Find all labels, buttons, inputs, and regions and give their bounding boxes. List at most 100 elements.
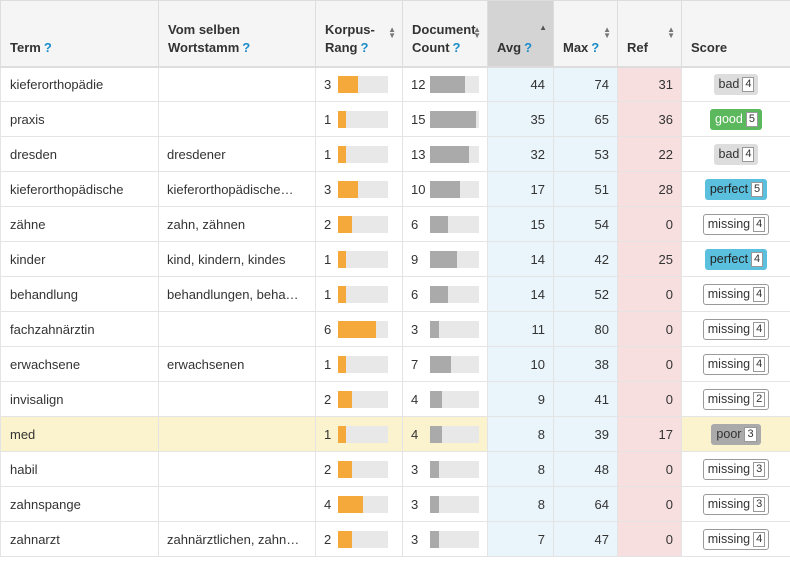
term-cell[interactable]: praxis: [0, 101, 159, 137]
table-row[interactable]: zahnspange 4 3 8 64 0 missing 3: [0, 486, 790, 522]
stem-cell: zahn, zähnen: [158, 206, 316, 242]
rank-cell: 1: [315, 241, 403, 277]
score-badge: missing 4: [702, 283, 770, 305]
ref-cell: 22: [617, 136, 682, 172]
document-count-bar-fill: [429, 180, 461, 198]
term-cell[interactable]: dresden: [0, 136, 159, 172]
avg-cell: 10: [487, 346, 554, 382]
column-header-stem[interactable]: Vom selben Wortstamm?: [158, 0, 316, 68]
rank-bar: [338, 355, 388, 373]
table-row[interactable]: zahnarzt zahnärztlichen, zahn… 2 3 7 47 0 missi…: [0, 521, 790, 557]
rank-cell: 1: [315, 136, 403, 172]
document-count-bar: [429, 145, 479, 163]
column-header-max[interactable]: Max? ▲ ▼: [553, 0, 618, 68]
ref-cell: 0: [617, 311, 682, 347]
rank-bar: [338, 320, 388, 338]
document-count-value: 6: [411, 286, 419, 302]
score-cell: missing 4: [681, 521, 790, 557]
term-cell[interactable]: kieferorthopädische: [0, 171, 159, 207]
table-row[interactable]: erwachsene erwachsenen 1 7 10 38 0 missing 4: [0, 346, 790, 382]
score-badge: perfect 5: [704, 178, 768, 200]
column-header-avg[interactable]: Avg? ▲: [487, 0, 554, 68]
term-cell[interactable]: erwachsene: [0, 346, 159, 382]
document-count-bar: [429, 285, 479, 303]
term-cell[interactable]: invisalign: [0, 381, 159, 417]
term-cell[interactable]: kinder: [0, 241, 159, 277]
table-row[interactable]: med 1 4 8 39 17 poor 3: [0, 416, 790, 452]
max-cell: 41: [553, 381, 618, 417]
document-count-bar-fill: [429, 75, 466, 93]
help-icon[interactable]: ?: [591, 39, 600, 55]
column-header-ref[interactable]: Ref ▲ ▼: [617, 0, 682, 68]
rank-value: 1: [324, 111, 332, 127]
rank-bar-fill: [338, 75, 358, 93]
table-row[interactable]: habil 2 3 8 48 0 missing 3: [0, 451, 790, 487]
document-count-cell: 4: [402, 416, 488, 452]
score-count: 4: [753, 321, 766, 337]
score-cell: missing 3: [681, 451, 790, 487]
column-header-rank[interactable]: Korpus-Rang? ▲ ▼: [315, 0, 403, 68]
column-title: Max: [563, 39, 589, 55]
stem-cell: zahnärztlichen, zahn…: [158, 521, 316, 557]
help-icon[interactable]: ?: [43, 39, 52, 55]
sort-ascending-icon[interactable]: ▲: [539, 23, 547, 32]
document-count-cell: 9: [402, 241, 488, 277]
table-row[interactable]: fachzahnärztin 6 3 11 80 0 missing 4: [0, 311, 790, 347]
rank-value: 4: [324, 496, 332, 512]
table-row[interactable]: kieferorthopädie 3 12 44 74 31 bad 4: [0, 66, 790, 102]
term-cell[interactable]: kieferorthopädie: [0, 66, 159, 102]
rank-bar: [338, 75, 388, 93]
sort-icon[interactable]: ▲ ▼: [603, 25, 611, 40]
document-count-bar: [429, 355, 479, 373]
term-cell[interactable]: habil: [0, 451, 159, 487]
term-cell[interactable]: zahnarzt: [0, 521, 159, 557]
term-cell[interactable]: behandlung: [0, 276, 159, 312]
score-cell: bad 4: [681, 136, 790, 172]
rank-bar: [338, 215, 388, 233]
table-row[interactable]: kieferorthopädische kieferorthopädische… 3…: [0, 171, 790, 207]
table-row[interactable]: zähne zahn, zähnen 2 6 15 54 0 missing 4: [0, 206, 790, 242]
document-count-bar: [429, 110, 479, 128]
column-header-score[interactable]: Score: [681, 0, 790, 68]
help-icon[interactable]: ?: [524, 39, 533, 55]
help-icon[interactable]: ?: [452, 39, 461, 55]
column-title: Avg: [497, 39, 522, 55]
column-header-document-count[interactable]: Document Count? ▲ ▼: [402, 0, 488, 68]
document-count-bar: [429, 180, 479, 198]
sort-icon[interactable]: ▲ ▼: [473, 25, 481, 40]
rank-value: 2: [324, 216, 332, 232]
term-cell[interactable]: zahnspange: [0, 486, 159, 522]
score-count: 2: [753, 391, 766, 407]
score-cell: poor 3: [681, 416, 790, 452]
rank-value: 1: [324, 426, 332, 442]
score-label: good: [715, 111, 743, 126]
document-count-cell: 13: [402, 136, 488, 172]
help-icon[interactable]: ?: [360, 39, 369, 55]
rank-value: 1: [324, 251, 332, 267]
document-count-bar-fill: [429, 110, 477, 128]
table-row[interactable]: praxis 1 15 35 65 36 good 5: [0, 101, 790, 137]
help-icon[interactable]: ?: [242, 39, 251, 55]
document-count-value: 3: [411, 496, 419, 512]
table-body: kieferorthopädie 3 12 44 74 31 bad 4 praxis 1 15 35…: [0, 66, 790, 557]
document-count-value: 3: [411, 461, 419, 477]
table-row[interactable]: invisalign 2 4 9 41 0 missing 2: [0, 381, 790, 417]
score-badge: missing 4: [702, 528, 770, 550]
term-cell[interactable]: zähne: [0, 206, 159, 242]
table-row[interactable]: behandlung behandlungen, beha… 1 6 14 52 0 miss…: [0, 276, 790, 312]
term-cell[interactable]: fachzahnärztin: [0, 311, 159, 347]
sort-icon[interactable]: ▲ ▼: [667, 25, 675, 40]
sort-icon[interactable]: ▲ ▼: [388, 25, 396, 40]
term-cell[interactable]: med: [0, 416, 159, 452]
stem-cell: [158, 381, 316, 417]
table-row[interactable]: dresden dresdener 1 13 32 53 22 bad 4: [0, 136, 790, 172]
ref-cell: 36: [617, 101, 682, 137]
rank-cell: 6: [315, 311, 403, 347]
column-header-term[interactable]: Term?: [0, 0, 159, 68]
ref-cell: 0: [617, 276, 682, 312]
document-count-bar-fill: [429, 285, 449, 303]
score-count: 3: [744, 426, 757, 442]
document-count-bar: [429, 320, 479, 338]
table-row[interactable]: kinder kind, kindern, kindes 1 9 14 42 25 perfe…: [0, 241, 790, 277]
